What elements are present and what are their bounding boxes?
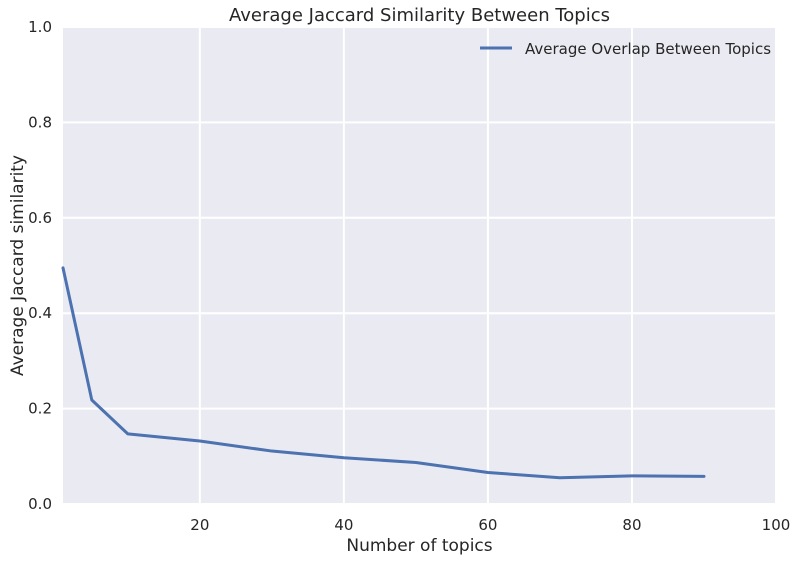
series-line-average-overlap: [61, 266, 706, 480]
y-tick-label: 0.2: [28, 400, 52, 418]
x-tick-label: 100: [762, 516, 791, 534]
x-tick-label: 40: [334, 516, 353, 534]
x-tick-label: 80: [622, 516, 641, 534]
series-layer: [61, 266, 706, 480]
x-tick-label: 20: [190, 516, 209, 534]
y-tick-label: 1.0: [28, 18, 52, 36]
x-axis-label: Number of topics: [346, 536, 492, 556]
y-tick-label: 0.6: [28, 209, 52, 227]
tick-labels: 20 40 60 80 100 0.0 0.2 0.4 0.6 0.8 1.0: [28, 18, 790, 534]
grid-lines: [63, 26, 777, 505]
y-tick-label: 0.0: [28, 495, 52, 513]
y-axis-label: Average Jaccard similarity: [8, 155, 28, 376]
legend-label-average-overlap: Average Overlap Between Topics: [525, 40, 771, 58]
x-tick-label: 60: [478, 516, 497, 534]
chart-title: Average Jaccard Similarity Between Topic…: [229, 5, 610, 26]
y-tick-label: 0.4: [28, 304, 52, 322]
plot-background: [63, 27, 776, 504]
legend: Average Overlap Between Topics: [480, 40, 771, 58]
y-tick-label: 0.8: [28, 113, 52, 131]
